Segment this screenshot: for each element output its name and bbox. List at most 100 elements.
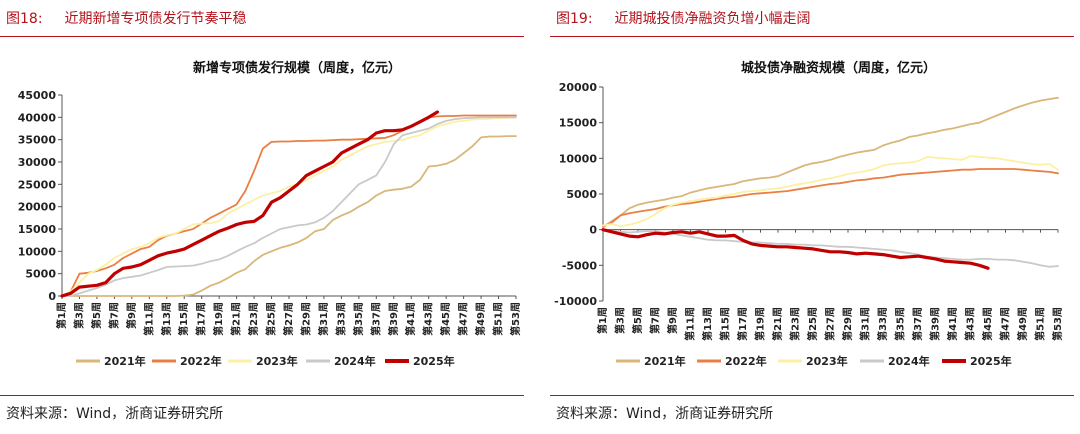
x-tick-label: 第37周 (369, 302, 382, 336)
y-tick-label: 30000 (18, 156, 57, 169)
x-tick-label: 第41周 (404, 302, 417, 336)
x-tick-label: 第47周 (999, 307, 1012, 341)
legend-label: 2022年 (180, 354, 222, 368)
series-line-2022 (61, 114, 517, 297)
x-tick-label: 第3周 (72, 302, 85, 329)
x-tick-label: 第1周 (596, 307, 609, 334)
x-tick-label: 第25周 (265, 302, 278, 336)
x-tick-label: 第49周 (1016, 307, 1029, 341)
y-tick-label: 0 (48, 290, 56, 303)
x-tick-label: 第43周 (964, 307, 977, 341)
x-tick-label: 第31周 (317, 302, 330, 336)
x-tick-label: 第29周 (299, 302, 312, 336)
x-tick-label: 第19周 (212, 302, 225, 336)
y-tick-label: 40000 (18, 111, 57, 124)
figure-19-header: 图19: 近期城投债净融资负增小幅走阔 (556, 8, 811, 28)
legend-label: 2025年 (413, 354, 455, 368)
y-tick-label: 5000 (566, 188, 597, 201)
figure-18-number: 图18: (6, 11, 43, 27)
x-tick-label: 第13周 (160, 302, 173, 336)
x-tick-label: 第9周 (666, 307, 679, 334)
x-tick-label: 第13周 (701, 307, 714, 341)
y-tick-label: 0 (589, 224, 597, 237)
chart-title: 新增专项债发行规模（周度，亿元） (193, 60, 401, 76)
y-tick-label: 20000 (559, 81, 598, 94)
x-tick-label: 第11周 (684, 307, 697, 341)
x-tick-label: 第37周 (911, 307, 924, 341)
figure-18-title: 近期新增专项债发行节奏平稳 (64, 11, 247, 27)
series-line-2024 (602, 228, 1059, 268)
legend-label: 2021年 (104, 354, 146, 368)
x-tick-label: 第11周 (142, 302, 155, 336)
x-tick-label: 第5周 (631, 307, 644, 334)
legend-label: 2024年 (334, 354, 376, 368)
figure-19-top-rule (550, 36, 1074, 37)
y-tick-label: -5000 (562, 259, 598, 272)
legend-label: 2021年 (644, 354, 686, 368)
x-tick-label: 第33周 (876, 307, 889, 341)
x-tick-label: 第9周 (125, 302, 138, 329)
legend-label: 2025年 (970, 354, 1012, 368)
x-tick-label: 第45周 (439, 302, 452, 336)
x-tick-label: 第5周 (90, 302, 103, 329)
y-tick-label: -10000 (554, 295, 597, 308)
legend-label: 2024年 (888, 354, 930, 368)
figure-19-number: 图19: (556, 11, 593, 27)
x-tick-label: 第51周 (492, 302, 505, 336)
legend-label: 2023年 (256, 354, 298, 368)
x-tick-label: 第15周 (719, 307, 732, 341)
x-tick-label: 第29周 (841, 307, 854, 341)
x-tick-label: 第35周 (352, 302, 365, 336)
special-bond-issuance-chart: 新增专项债发行规模（周度，亿元） 0 5000 10000 15000 20000 2500… (18, 60, 522, 368)
x-tick-label: 第35周 (894, 307, 907, 341)
x-tick-label: 第15周 (177, 302, 190, 336)
x-tick-label: 第39周 (929, 307, 942, 341)
x-tick-label: 第17周 (195, 302, 208, 336)
figure-19-source: 资料来源：Wind，浙商证券研究所 (556, 406, 774, 422)
series-line-2023 (61, 116, 517, 297)
x-tick-label: 第27周 (282, 302, 295, 336)
figure-19-bottom-rule (550, 395, 1074, 396)
y-tick-label: 15000 (18, 223, 57, 236)
x-tick-label: 第7周 (649, 307, 662, 334)
y-tick-label: 10000 (559, 152, 598, 165)
y-tick-label: 10000 (18, 245, 57, 258)
y-tick-label: 35000 (18, 134, 57, 147)
x-tick-label: 第1周 (55, 302, 68, 329)
x-tick-label: 第27周 (824, 307, 837, 341)
figure-18-header: 图18: 近期新增专项债发行节奏平稳 (6, 8, 247, 28)
y-tick-label: 5000 (25, 268, 56, 281)
figure-18-bottom-rule (0, 395, 524, 396)
x-tick-label: 第43周 (422, 302, 435, 336)
y-tick-label: 25000 (18, 178, 57, 191)
x-tick-label: 第39周 (387, 302, 400, 336)
lgfv-net-financing-chart: 城投债净融资规模（周度，亿元） -10000 -5000 0 5000 10000 1500… (554, 60, 1064, 368)
x-tick-label: 第47周 (457, 302, 470, 336)
chart-title: 城投债净融资规模（周度，亿元） (741, 60, 936, 76)
x-tick-label: 第7周 (107, 302, 120, 329)
y-tick-label: 15000 (559, 117, 598, 130)
series-line-2022 (602, 168, 1059, 228)
x-tick-label: 第53周 (509, 302, 522, 336)
x-tick-label: 第41周 (946, 307, 959, 341)
series-line-2023 (602, 155, 1059, 228)
figure-18-panel: 图18: 近期新增专项债发行节奏平稳 新增专项债发行规模（周度，亿元） 0 5000 1… (0, 0, 530, 434)
x-tick-label: 第17周 (736, 307, 749, 341)
figure-19-title: 近期城投债净融资负增小幅走阔 (614, 11, 811, 27)
x-tick-label: 第23周 (247, 302, 260, 336)
x-tick-label: 第23周 (789, 307, 802, 341)
x-tick-label: 第19周 (754, 307, 767, 341)
y-tick-label: 45000 (18, 89, 57, 102)
series-line-2025 (601, 228, 990, 270)
figure-18-top-rule (0, 36, 524, 37)
x-tick-label: 第31周 (859, 307, 872, 341)
x-tick-label: 第49周 (474, 302, 487, 336)
series-line-2021 (602, 96, 1059, 229)
series-line-2024 (61, 116, 517, 297)
y-tick-label: 20000 (18, 201, 57, 214)
x-tick-label: 第25周 (806, 307, 819, 341)
legend-label: 2023年 (806, 354, 848, 368)
series-line-2021 (61, 135, 517, 297)
x-tick-label: 第21周 (230, 302, 243, 336)
x-tick-label: 第53周 (1051, 307, 1064, 341)
